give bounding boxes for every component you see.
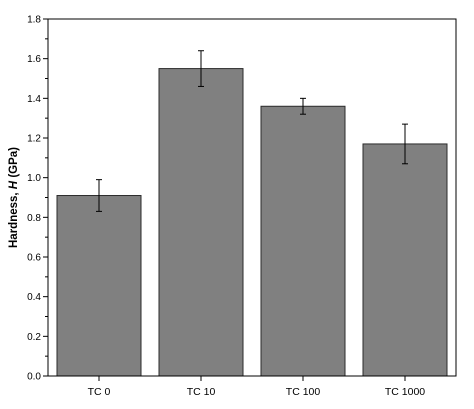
y-axis-title-unit: (GPa) (8, 147, 20, 181)
y-axis-ticks: 0.0 0.2 0.4 0.6 0.8 1.0 1.2 1.4 1.6 1.8 (27, 15, 48, 383)
y-axis-title: Hardness, H (GPa) (8, 147, 20, 248)
x-tick-label: TC 100 (286, 386, 321, 398)
y-tick-label: 1.0 (27, 173, 41, 184)
bar-tc-0 (56, 195, 142, 377)
x-tick-label: TC 0 (88, 386, 111, 398)
plot-frame (47, 18, 457, 377)
bar-tc-1000 (362, 143, 448, 377)
y-axis-title-prefix: Hardness, (8, 189, 20, 248)
y-tick-label: 0.8 (27, 213, 41, 224)
y-tick-label: 1.2 (27, 134, 41, 145)
y-tick-label: 0.0 (27, 372, 41, 383)
x-tick-label: TC 1000 (385, 386, 425, 398)
x-axis-ticks: TC 0 TC 10 TC 100 TC 1000 (88, 376, 425, 398)
y-tick-label: 1.6 (27, 54, 41, 65)
bars-group (56, 68, 448, 377)
error-bars-group (96, 50, 408, 212)
y-tick-label: 1.8 (27, 15, 41, 26)
x-tick-label: TC 10 (187, 386, 216, 398)
y-axis-title-symbol: H (8, 180, 20, 189)
y-tick-label: 1.4 (27, 94, 41, 105)
bar-tc-10 (158, 68, 244, 377)
y-tick-label: 0.4 (27, 292, 41, 303)
y-tick-label: 0.6 (27, 253, 41, 264)
y-tick-label: 0.2 (27, 332, 41, 343)
bar-tc-100 (260, 105, 346, 377)
